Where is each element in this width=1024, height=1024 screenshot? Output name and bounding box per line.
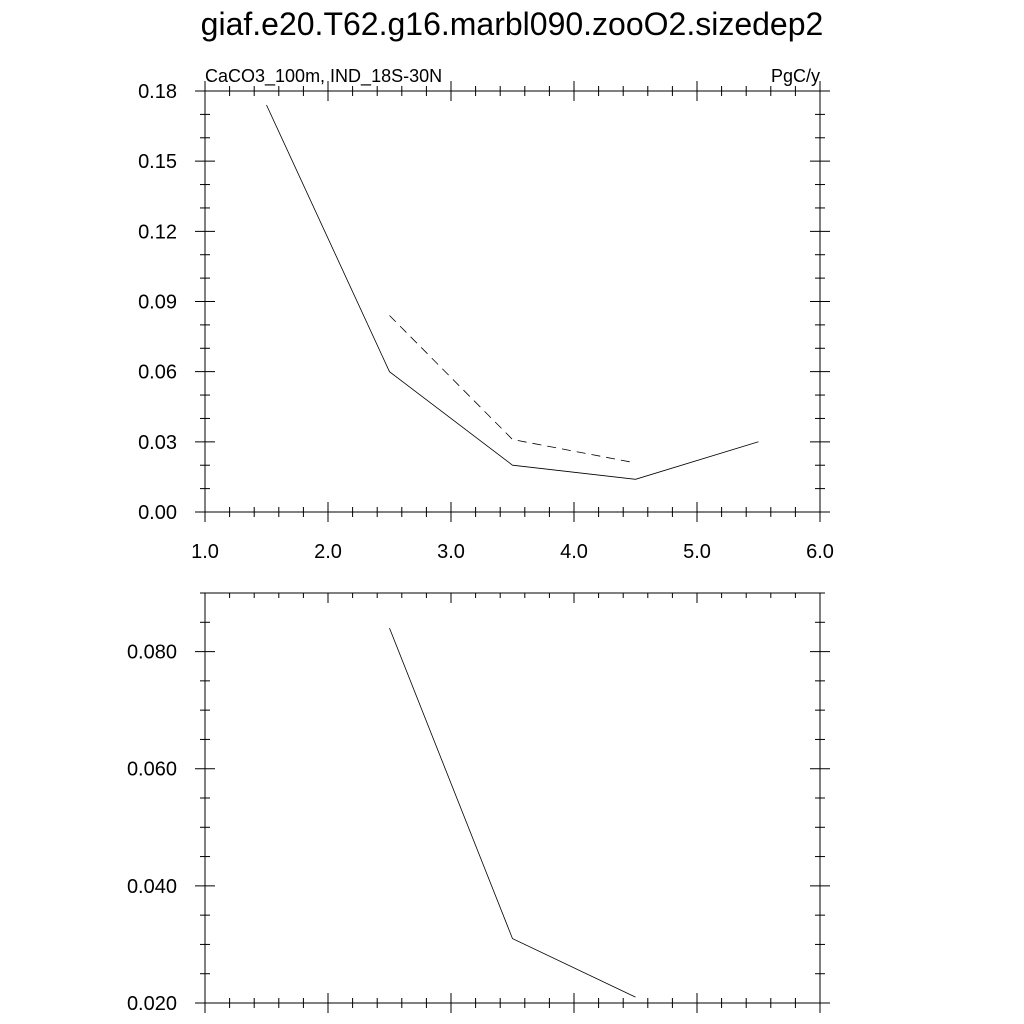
plot-frame: [204, 90, 821, 513]
plot-frame: [204, 592, 821, 1004]
x-tick-label: 3.0: [437, 541, 465, 563]
y-tick-label: 0.040: [127, 876, 177, 898]
series-line-2: [389, 315, 636, 464]
y-tick-label: 0.03: [138, 432, 177, 454]
y-tick-label: 0.020: [127, 993, 177, 1015]
y-tick-label: 0.080: [127, 642, 177, 664]
x-tick-label: 6.0: [806, 541, 834, 563]
bottom-panel: 0.020 0.040 0.060 0.080: [127, 592, 830, 1015]
series-line-1: [266, 104, 759, 480]
y-tick-label: 0.12: [138, 221, 177, 243]
y-tick-label: 0.06: [138, 362, 177, 384]
y-tick-label: 0.00: [138, 502, 177, 524]
y-tick-label: 0.060: [127, 759, 177, 781]
y-tick-label: 0.09: [138, 292, 177, 314]
x-tick-label: 1.0: [191, 541, 219, 563]
x-tick-label: 2.0: [314, 541, 342, 563]
top-panel: 0.00 0.03 0.06 0.09 0.12 0.15 0.18 1.0 2.0 3.0 4.0…: [138, 66, 834, 563]
y-tick-label: 0.15: [138, 151, 177, 173]
chart-title: giaf.e20.T62.g16.marbl090.zooO2.sizedep2: [200, 6, 824, 42]
series-line-1: [389, 627, 636, 998]
x-tick-label: 4.0: [560, 541, 588, 563]
panel-left-label: CaCO3_100m, IND_18S-30N: [205, 66, 442, 87]
x-tick-label: 5.0: [683, 541, 711, 563]
y-tick-label: 0.18: [138, 81, 177, 103]
panel-right-label: PgC/y: [771, 66, 820, 86]
